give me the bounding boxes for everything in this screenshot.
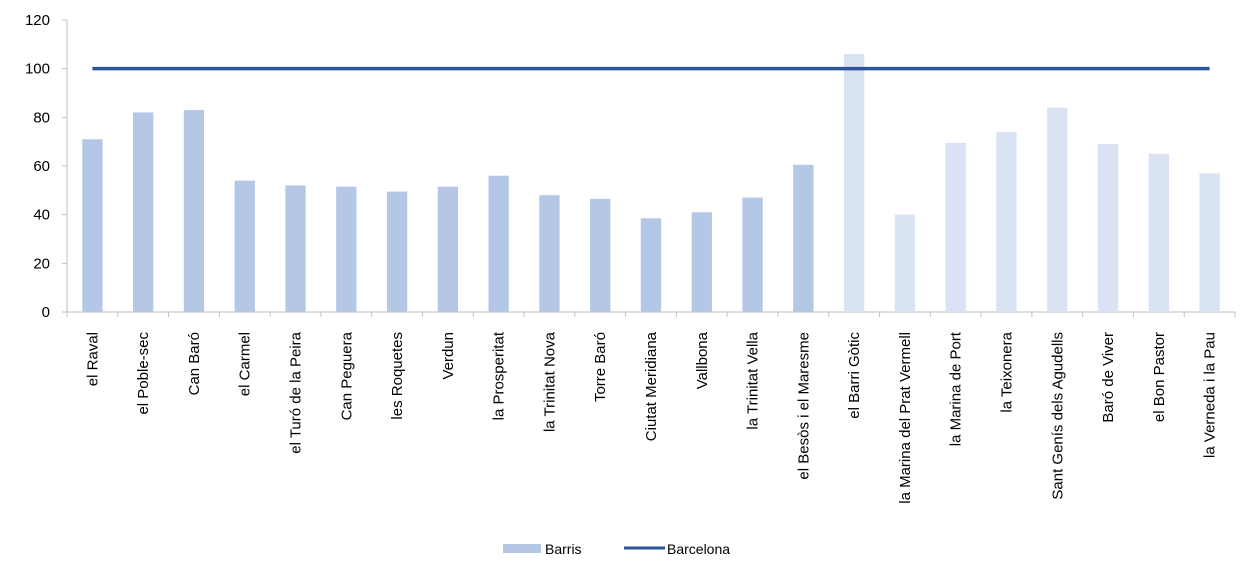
x-tick-label: la Trinitat Vella [745,331,762,429]
x-tick-label: la Teixonera [998,331,1015,412]
y-axis: 0 20 40 60 80 100 120 [25,12,67,321]
x-axis: el Raval el Poble-sec Can Baró el Carmel el … [67,312,1235,504]
legend-swatch-barris [503,544,541,553]
bar [539,195,559,312]
x-tick-label: el Raval [84,332,101,386]
y-tick-label: 40 [33,207,50,224]
x-tick-label: el Bon Pastor [1151,332,1168,422]
x-tick-label: el Carmel [237,332,254,396]
x-tick-label: la Prosperitat [491,331,508,420]
bar [1098,144,1118,312]
bar [793,165,813,312]
legend: Barris Barcelona [503,541,730,557]
x-tick-label: el Turó de la Peira [288,331,305,453]
x-tick-label: la Trinitat Nova [541,331,558,432]
y-tick-label: 60 [33,158,50,175]
y-tick-label: 100 [25,61,50,78]
bar [641,218,661,312]
x-tick-label: Sant Genís dels Agudells [1049,332,1066,500]
bar [996,132,1016,312]
bar [946,143,966,312]
bar [1149,154,1169,312]
x-tick-label: el Barri Gòtic [846,332,863,419]
y-tick-label: 20 [33,255,50,272]
x-tick-label: Baró de Viver [1100,332,1117,423]
bar [692,212,712,312]
bar [895,215,915,312]
y-tick-label: 80 [33,109,50,126]
bar [590,199,610,312]
x-tick-label: Vallbona [694,331,711,389]
bar [844,54,864,312]
bar [1199,173,1219,312]
x-tick-label: Torre Baró [592,332,609,402]
x-tick-label: Ciutat Meridiana [643,331,660,441]
bar [387,192,407,312]
x-tick-label: la Marina del Prat Vermell [897,332,914,504]
bar [336,187,356,312]
bar [1047,108,1067,312]
bars-series [82,54,1220,312]
y-tick-label: 0 [42,304,50,321]
bar [488,176,508,312]
bar [235,181,255,312]
x-tick-label: la Verneda i la Pau [1202,332,1219,458]
bar [285,185,305,312]
bar [184,110,204,312]
x-tick-label: el Poble-sec [135,332,152,415]
bar [438,187,458,312]
x-tick-label: la Marina de Port [948,331,965,446]
x-tick-label: Verdun [440,332,457,380]
bar [133,112,153,312]
legend-label-barris: Barris [545,541,582,557]
x-tick-label: les Roquetes [389,332,406,420]
y-tick-label: 120 [25,12,50,29]
legend-label-barcelona: Barcelona [667,541,730,557]
x-tick-label: Can Peguera [338,331,355,420]
bar [742,198,762,312]
x-tick-label: el Besòs i el Maresme [795,332,812,480]
bar [82,139,102,312]
x-tick-label: Can Baró [186,332,203,395]
